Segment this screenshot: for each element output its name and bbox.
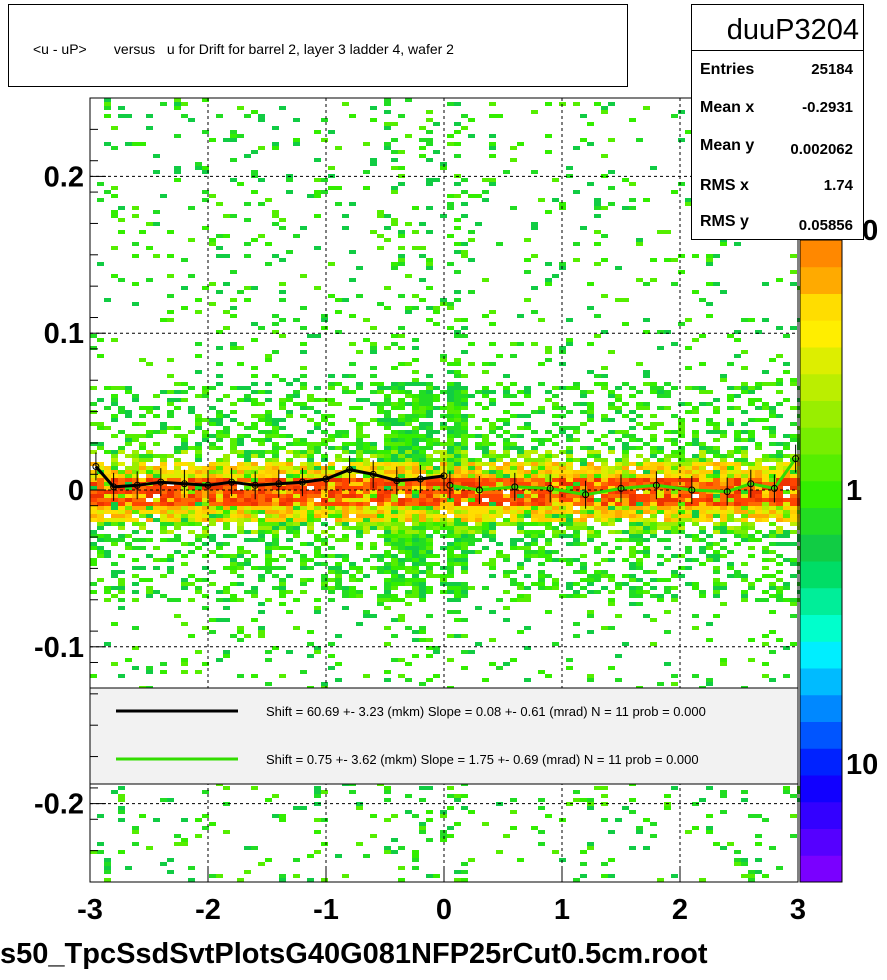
series-0 xyxy=(92,452,448,501)
legend-text: Shift = 60.69 +- 3.23 (mkm) Slope = 0.08… xyxy=(266,704,706,719)
data-point xyxy=(446,481,454,489)
data-point xyxy=(110,483,118,491)
colorbar-frame xyxy=(799,239,843,883)
data-point xyxy=(416,475,424,483)
fit-curve xyxy=(449,457,797,497)
colorbar-segment xyxy=(800,373,842,401)
colorbar-segment xyxy=(800,293,842,321)
data-point xyxy=(369,470,377,478)
colorbar-segment xyxy=(800,614,842,642)
data-point xyxy=(440,472,448,480)
stat-row-mean-x: Mean x -0.2931 xyxy=(700,99,853,123)
data-point xyxy=(652,481,660,489)
data-point xyxy=(180,480,188,488)
y-tick-label: -0.2 xyxy=(34,789,84,821)
data-point xyxy=(92,462,100,470)
x-tick-label: 2 xyxy=(672,894,688,926)
y-tick-label: -0.1 xyxy=(34,632,84,664)
colorbar-segment xyxy=(800,828,842,856)
data-point xyxy=(723,488,731,496)
colorbar-segment xyxy=(800,694,842,722)
colorbar-segment xyxy=(800,320,842,348)
colorbar-label: 10 xyxy=(846,749,878,781)
file-name-footer: s50_TpcSsdSvtPlotsG40G081NFP25rCut0.5cm.… xyxy=(0,938,708,970)
data-point xyxy=(157,478,165,486)
colorbar-segment xyxy=(800,240,842,268)
data-point xyxy=(251,481,259,489)
x-tick-label: -3 xyxy=(77,894,103,926)
stats-box: duuP3204 Entries 25184 Mean x -0.2931 Me… xyxy=(691,4,864,240)
stat-key: Mean y xyxy=(700,137,755,154)
stat-value: -0.2931 xyxy=(802,99,853,116)
data-point xyxy=(204,481,212,489)
stat-row-mean-y: Mean y 0.002062 xyxy=(700,137,853,161)
colorbar-segment xyxy=(800,748,842,776)
stat-row-rms-x: RMS x 1.74 xyxy=(700,177,853,201)
x-tick-label: 1 xyxy=(554,894,570,926)
x-tick-label: 3 xyxy=(790,894,806,926)
legend: Shift = 60.69 +- 3.23 (mkm) Slope = 0.08… xyxy=(89,687,799,785)
colorbar-segment xyxy=(800,400,842,428)
data-point xyxy=(747,480,755,488)
data-point xyxy=(546,484,554,492)
colorbar-segment xyxy=(800,507,842,535)
colorbar-segment xyxy=(800,587,842,615)
data-point xyxy=(617,484,625,492)
colorbar-segment xyxy=(800,454,842,482)
stat-row-rms-y: RMS y 0.05856 xyxy=(700,213,853,237)
x-tick-label: -2 xyxy=(195,894,221,926)
data-point xyxy=(275,480,283,488)
data-point xyxy=(228,478,236,486)
stat-value: 0.002062 xyxy=(790,141,853,158)
x-tick-label: 0 xyxy=(436,894,452,926)
y-tick-label: 0 xyxy=(68,475,84,507)
data-point xyxy=(322,475,330,483)
data-point xyxy=(582,491,590,499)
stat-value: 25184 xyxy=(811,61,853,78)
legend-box xyxy=(89,687,799,785)
stat-key: Entries xyxy=(700,61,755,78)
stat-key: RMS y xyxy=(700,213,749,230)
colorbar-segment xyxy=(800,641,842,669)
colorbar-segment xyxy=(800,266,842,294)
data-point xyxy=(688,486,696,494)
data-point xyxy=(770,484,778,492)
y-tick-label: 0.1 xyxy=(44,318,84,350)
x-tick-label: -1 xyxy=(313,894,339,926)
series-1 xyxy=(446,444,800,509)
colorbar-segment xyxy=(800,480,842,508)
stats-name: duuP3204 xyxy=(692,9,863,51)
colorbar-segment xyxy=(800,347,842,375)
colorbar-label: 1 xyxy=(846,475,862,507)
colorbar-segment xyxy=(800,775,842,803)
stat-value: 0.05856 xyxy=(798,217,853,234)
colorbar-segment xyxy=(800,668,842,696)
stat-key: RMS x xyxy=(700,177,749,194)
colorbar-segment xyxy=(800,427,842,455)
data-point xyxy=(792,455,800,463)
colorbar-segment xyxy=(800,721,842,749)
histogram-cells xyxy=(90,98,804,882)
chart-title: <u - uP> versus u for Drift for barrel 2… xyxy=(33,41,454,57)
stat-value: 1.74 xyxy=(823,177,853,194)
colorbar-segment xyxy=(800,801,842,829)
stat-key: Mean x xyxy=(700,99,755,116)
data-point xyxy=(475,486,483,494)
data-point xyxy=(511,483,519,491)
colorbar-segment xyxy=(800,855,842,883)
y-tick-label: 0.2 xyxy=(44,161,84,193)
data-point xyxy=(393,477,401,485)
data-point xyxy=(346,466,354,474)
fit-curve xyxy=(94,465,445,489)
colorbar-segment xyxy=(800,561,842,589)
title-box: <u - uP> versus u for Drift for barrel 2… xyxy=(8,4,628,87)
legend-text: Shift = 0.75 +- 3.62 (mkm) Slope = 1.75 … xyxy=(266,752,699,767)
colorbar-segment xyxy=(800,534,842,562)
data-point xyxy=(133,481,141,489)
stat-row-entries: Entries 25184 xyxy=(700,61,853,85)
data-point xyxy=(298,478,306,486)
